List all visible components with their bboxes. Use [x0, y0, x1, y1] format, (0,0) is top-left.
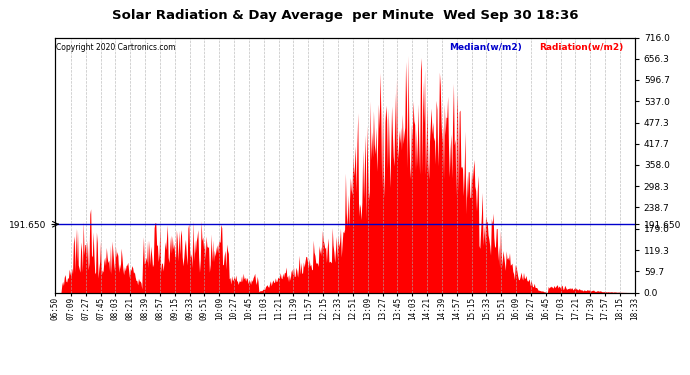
Text: Solar Radiation & Day Average  per Minute  Wed Sep 30 18:36: Solar Radiation & Day Average per Minute… [112, 9, 578, 22]
Text: Median(w/m2): Median(w/m2) [449, 43, 522, 52]
Text: Copyright 2020 Cartronics.com: Copyright 2020 Cartronics.com [57, 43, 176, 52]
Text: Radiation(w/m2): Radiation(w/m2) [539, 43, 624, 52]
